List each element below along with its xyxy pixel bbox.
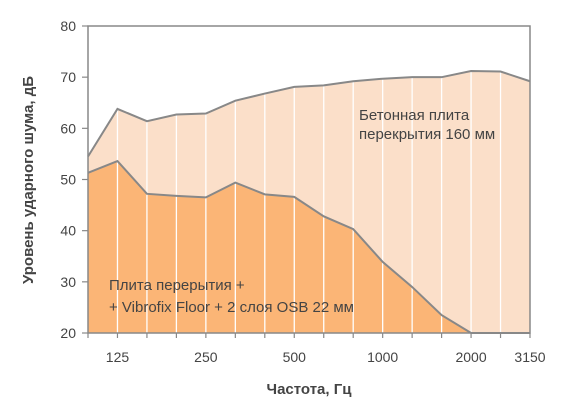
x-tick-label: 500 [283,349,307,365]
y-axis-title: Уровень ударного шума, дБ [20,76,37,284]
y-tick-label: 50 [60,172,76,188]
x-tick-label: 1000 [367,349,398,365]
y-tick-label: 20 [60,325,76,341]
annotation-vibrofix-line2: + Vibrofix Floor + 2 слоя OSB 22 мм [109,299,354,316]
x-tick-label: 125 [106,349,130,365]
annotation-vibrofix-line1: Плита перерытия + [109,277,245,294]
y-tick-label: 80 [60,18,76,34]
annotation-concrete-line1: Бетонная плита [359,107,470,124]
x-tick-label: 250 [194,349,218,365]
ticks-layer: 20 30 40 50 60 70 80 125 250 500 1000 2000 3150 [60,18,545,365]
x-tick-label: 3150 [514,349,545,365]
series-line-1 [87,159,530,334]
y-tick-label: 70 [60,69,76,85]
annotation-concrete-line2: перекрытия 160 мм [359,126,495,143]
series-area-1 [88,161,530,333]
y-tick-label: 60 [60,120,76,136]
lines-layer [87,70,531,334]
y-tick-label: 30 [60,274,76,290]
series-line-0 [87,70,531,158]
x-tick-label: 2000 [455,349,486,365]
y-tick-label: 40 [60,223,76,239]
areas-layer [88,71,530,333]
x-axis-title: Частота, Гц [267,381,353,398]
